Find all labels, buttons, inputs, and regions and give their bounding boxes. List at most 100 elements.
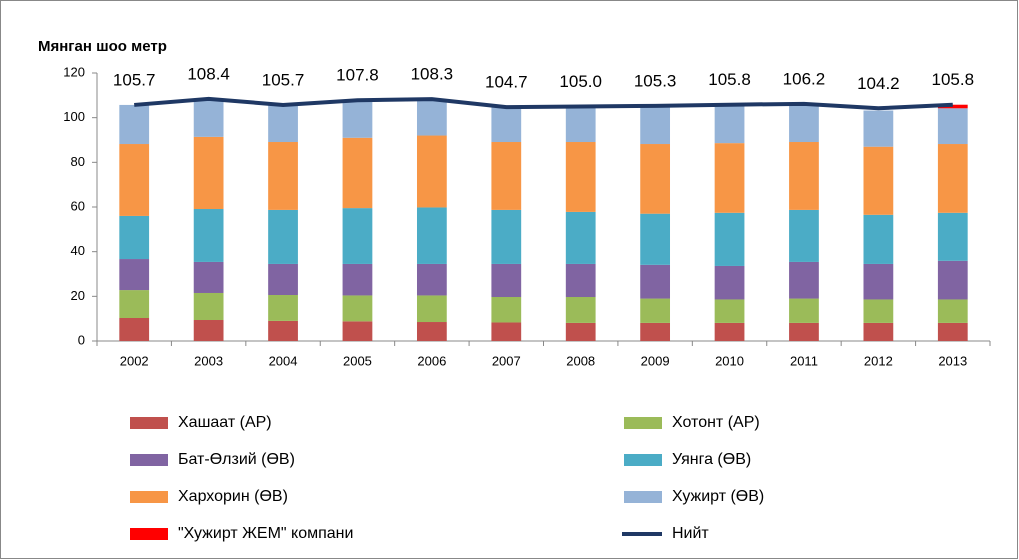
bar-segment (491, 322, 522, 341)
value-label: 107.8 (336, 66, 379, 85)
bar-segment (565, 322, 596, 341)
bar-segment (863, 110, 894, 147)
legend-label: Хархорин (ӨВ) (178, 488, 288, 505)
x-tick-label: 2004 (269, 353, 298, 368)
bar-segment (193, 209, 224, 262)
bar-segment (491, 209, 522, 264)
bar-segment (268, 104, 298, 143)
y-tick-label: 60 (71, 198, 85, 213)
bar-segment (714, 322, 745, 341)
x-tick-label: 2006 (417, 353, 446, 368)
legend-label: Бат-Өлзий (ӨВ) (178, 451, 295, 468)
bar-segment (119, 317, 150, 341)
bar-segment (342, 295, 373, 322)
legend-label: Хашаат (АР) (178, 414, 272, 431)
y-tick-label: 40 (71, 243, 85, 258)
bar-segment (640, 105, 671, 145)
bar-segment (714, 212, 745, 266)
bar-segment (193, 261, 224, 293)
bar-segment (119, 104, 150, 145)
bar-segment (714, 143, 745, 213)
x-tick-label: 2013 (938, 353, 967, 368)
bar-segment (268, 209, 298, 264)
legend-swatch (624, 491, 662, 503)
bar-segment (789, 322, 819, 341)
bar-segment (119, 290, 150, 318)
y-tick-label: 100 (63, 109, 85, 124)
bar-segment (714, 104, 745, 144)
bar-segment (342, 208, 373, 264)
bar-segment (193, 292, 224, 321)
value-label: 105.7 (262, 70, 305, 89)
bar-segment (937, 260, 968, 300)
x-tick-label: 2007 (492, 353, 521, 368)
legend-swatch (624, 417, 662, 429)
bar-segment (640, 322, 671, 341)
x-tick-label: 2003 (194, 353, 223, 368)
legend-swatch (130, 454, 168, 466)
bar-segment (342, 137, 373, 209)
bar-segment (640, 298, 671, 323)
bar-segment (268, 263, 298, 295)
value-label: 105.8 (932, 70, 975, 89)
bar-segment (119, 259, 150, 291)
bar-segment (119, 215, 150, 260)
bar-segment (640, 264, 671, 299)
bar-segment (491, 263, 522, 298)
x-tick-label: 2008 (566, 353, 595, 368)
bar-segment (565, 211, 596, 264)
bar-segment (565, 297, 596, 323)
bar-segment (268, 320, 298, 341)
bar-segment (416, 135, 447, 208)
legend-label: Хотонт (АР) (672, 414, 760, 431)
bar-segment (789, 298, 819, 323)
bar-segment (193, 320, 224, 341)
bar-segment (863, 299, 894, 323)
bar-segment (193, 98, 224, 137)
bar-segment (565, 106, 596, 143)
bar-segment (863, 263, 894, 300)
bar-segment (416, 207, 447, 264)
bar-segment (565, 142, 596, 212)
legend-swatch (130, 528, 168, 540)
bar-segment (342, 263, 373, 296)
bar-segment (268, 142, 298, 210)
bar-segment (342, 100, 373, 138)
bar-segment (640, 213, 671, 265)
legend-swatch (130, 491, 168, 503)
bar-segment (119, 144, 150, 216)
value-label: 105.7 (113, 70, 156, 89)
bar-segment (416, 322, 447, 341)
y-tick-label: 120 (63, 64, 85, 79)
value-label: 105.8 (708, 70, 751, 89)
x-tick-label: 2002 (120, 353, 149, 368)
bar-segment (640, 144, 671, 214)
bar-segment (789, 261, 819, 299)
bar-segment (491, 107, 522, 143)
value-label: 108.4 (187, 64, 230, 83)
bar-segment (937, 144, 968, 213)
bar-segment (416, 295, 447, 323)
bar-segment (491, 297, 522, 323)
total-line (134, 96, 953, 111)
x-tick-label: 2005 (343, 353, 372, 368)
bar-segment (789, 103, 819, 143)
bar-segment (937, 108, 968, 145)
legend-label: Уянга (ӨВ) (672, 451, 751, 468)
x-tick-label: 2011 (790, 353, 818, 368)
y-tick-label: 0 (78, 332, 85, 347)
bar-segment (714, 265, 745, 300)
bar-segment (789, 142, 819, 210)
bar-segment (342, 321, 373, 341)
bar-segment (789, 209, 819, 262)
value-label: 105.0 (559, 72, 602, 91)
value-label: 104.7 (485, 73, 528, 92)
legend-swatch (130, 417, 168, 429)
bar-segment (937, 212, 968, 261)
y-tick-label: 80 (71, 154, 85, 169)
bar-segment (937, 299, 968, 323)
bar-segment (937, 322, 968, 341)
x-tick-label: 2010 (715, 353, 744, 368)
bar-segment (491, 142, 522, 210)
